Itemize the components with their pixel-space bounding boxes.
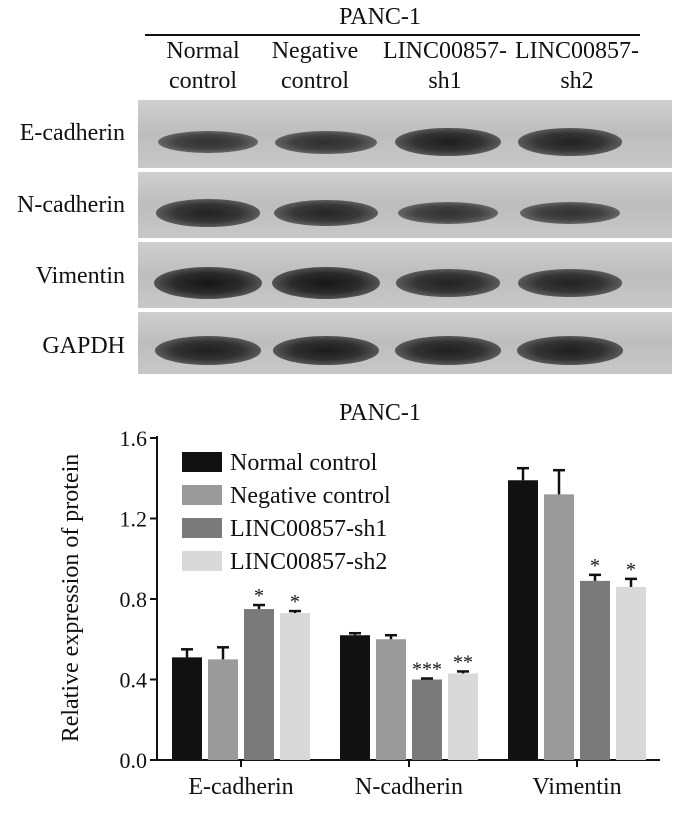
y-axis-label: Relative expression of protein bbox=[58, 454, 84, 743]
lane-label-linc-sh1: LINC00857- sh1 bbox=[380, 36, 510, 96]
legend-swatch bbox=[182, 518, 222, 538]
blot-band bbox=[395, 269, 501, 297]
blot-strip-e-cadherin bbox=[138, 100, 672, 168]
bar bbox=[376, 639, 406, 760]
blot-band bbox=[517, 128, 623, 156]
y-tick-label: 0.4 bbox=[120, 668, 148, 693]
blot-band bbox=[517, 336, 623, 365]
bar bbox=[208, 659, 238, 760]
blot-band bbox=[519, 201, 621, 224]
bar bbox=[616, 586, 646, 760]
blot-band bbox=[395, 336, 501, 365]
x-tick-label: E-cadherin bbox=[188, 774, 293, 800]
y-tick-label: 0.0 bbox=[120, 748, 148, 773]
bar bbox=[280, 613, 310, 760]
blot-band bbox=[274, 199, 378, 227]
blot-row-label-gapdh: GAPDH bbox=[42, 333, 125, 359]
chart-title: PANC-1 bbox=[339, 400, 421, 426]
blot-band bbox=[397, 201, 499, 224]
blot-strip-vimentin bbox=[138, 242, 672, 308]
lane-label-line: sh1 bbox=[428, 68, 462, 94]
significance-label: ** bbox=[453, 651, 473, 673]
y-tick-label: 0.8 bbox=[120, 587, 148, 612]
significance-label: * bbox=[590, 555, 600, 577]
lane-label-negative-control: Negative control bbox=[255, 36, 375, 96]
blot-band bbox=[157, 131, 259, 154]
lane-label-line: control bbox=[281, 68, 349, 94]
bar bbox=[448, 673, 478, 760]
bar bbox=[172, 657, 202, 760]
x-tick-label: Vimentin bbox=[532, 774, 621, 800]
x-tick-label: N-cadherin bbox=[355, 774, 463, 800]
legend-swatch bbox=[182, 551, 222, 571]
blot-band bbox=[275, 130, 377, 154]
lane-label-line: LINC00857- bbox=[383, 38, 507, 64]
lane-label-line: sh2 bbox=[560, 68, 594, 94]
y-tick-label: 1.2 bbox=[120, 507, 148, 532]
significance-label: * bbox=[290, 591, 300, 613]
legend-label: LINC00857-sh1 bbox=[230, 516, 387, 542]
bar bbox=[544, 494, 574, 760]
blot-row-label-vimentin: Vimentin bbox=[35, 263, 125, 289]
lane-label-line: Negative bbox=[271, 38, 359, 64]
legend-swatch bbox=[182, 452, 222, 472]
significance-label: *** bbox=[412, 658, 442, 680]
y-tick-label: 1.6 bbox=[120, 426, 148, 451]
blot-strip-n-cadherin bbox=[138, 172, 672, 238]
lane-label-normal-control: Normal control bbox=[143, 36, 263, 96]
bar bbox=[244, 609, 274, 760]
legend-label: LINC00857-sh2 bbox=[230, 549, 387, 575]
blot-cell-line-title: PANC-1 bbox=[339, 4, 421, 30]
lane-label-line: Normal bbox=[166, 38, 240, 64]
blot-band bbox=[155, 336, 261, 365]
bar bbox=[412, 679, 442, 760]
bar bbox=[508, 480, 538, 760]
blot-header-divider bbox=[145, 34, 640, 36]
blot-band bbox=[517, 269, 623, 297]
lane-label-line: LINC00857- bbox=[515, 38, 639, 64]
lane-label-line: control bbox=[169, 68, 237, 94]
bar-chart: PANC-1 Relative expression of protein 0.… bbox=[58, 400, 660, 800]
axes: 0.0 0.4 0.8 1.2 1.6 E-cadherin N-cadherin Vimen… bbox=[120, 426, 660, 800]
legend-swatch bbox=[182, 485, 222, 505]
legend-label: Negative control bbox=[230, 483, 391, 509]
legend-label: Normal control bbox=[230, 450, 378, 476]
bars: * **** *** * bbox=[172, 466, 646, 760]
lane-label-linc-sh2: LINC00857- sh2 bbox=[512, 36, 642, 96]
significance-label: * bbox=[626, 559, 636, 581]
blot-band bbox=[272, 266, 380, 299]
blot-band bbox=[395, 127, 501, 157]
blot-strip-gapdh bbox=[138, 312, 672, 374]
bar bbox=[580, 580, 610, 760]
blot-band bbox=[154, 266, 262, 299]
bar bbox=[340, 635, 370, 760]
blot-band bbox=[272, 335, 380, 366]
significance-label: * bbox=[254, 585, 264, 607]
blot-row-label-e-cadherin: E-cadherin bbox=[19, 120, 125, 146]
blot-band bbox=[155, 199, 261, 227]
legend: Normal control Negative control LINC00857-… bbox=[182, 450, 391, 575]
blot-row-label-n-cadherin: N-cadherin bbox=[17, 192, 125, 218]
